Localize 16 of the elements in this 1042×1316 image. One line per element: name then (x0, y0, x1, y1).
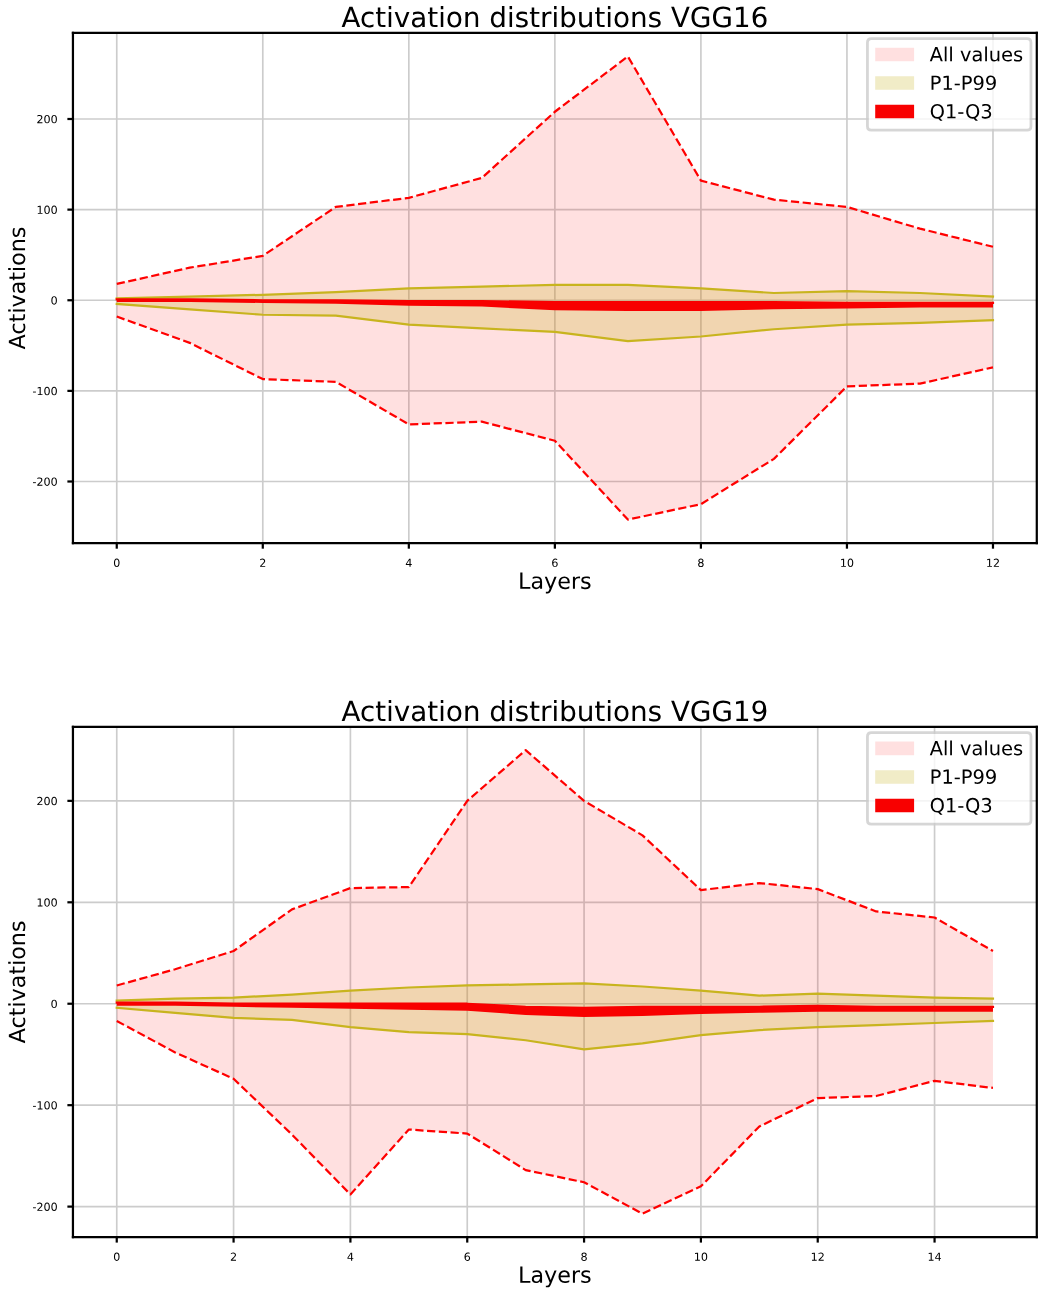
legend-label: P1-P99 (931, 75, 996, 91)
legend-label: All values (929, 46, 1023, 62)
legend-label: Q1-Q3 (930, 797, 992, 815)
x-axis-title: Layers (520, 1266, 591, 1288)
y-axis-title: Activations (8, 227, 26, 350)
x-axis-title: Layers (520, 572, 591, 594)
legend-label: P1-P99 (931, 769, 996, 785)
line-series (115, 1006, 995, 1051)
y-axis-title: Activations (8, 921, 26, 1044)
line-series (115, 982, 995, 1002)
chart-title: Activation distributions VGG16 (341, 6, 767, 28)
line-series (115, 315, 995, 521)
legend-label: Q1-Q3 (930, 103, 992, 121)
legend-label: All values (929, 740, 1023, 756)
chart-title: Activation distributions VGG19 (341, 699, 767, 722)
line-series (115, 1019, 995, 1215)
